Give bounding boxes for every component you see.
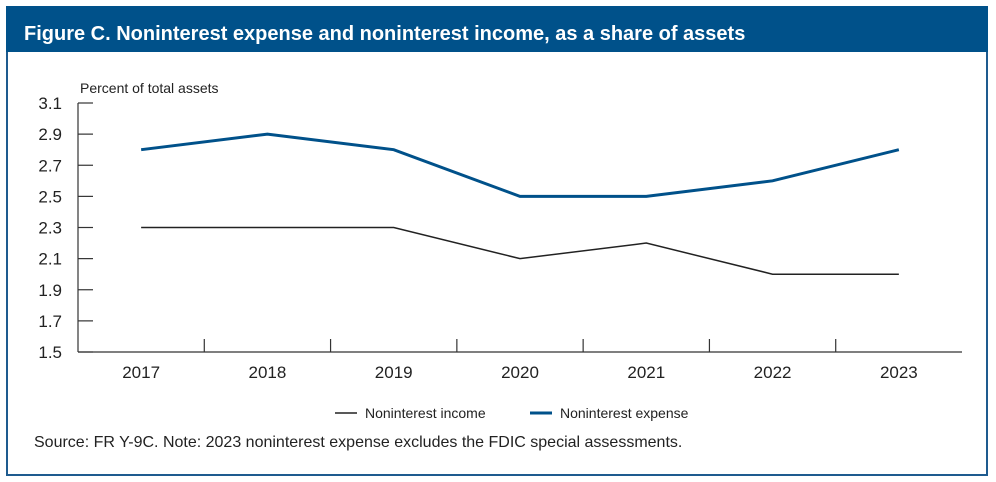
y-tick-label: 2.7 [38,156,62,175]
legend-label: Noninterest income [365,405,486,421]
x-tick-label: 2019 [375,363,413,382]
y-tick-label: 1.9 [38,281,62,300]
x-tick-label: 2022 [754,363,792,382]
x-tick-label: 2020 [501,363,539,382]
series-line-noninterest-expense [140,132,900,198]
title-bar: Figure C. Noninterest expense and nonint… [6,6,988,52]
y-tick-label: 2.1 [38,250,62,269]
x-tick-label: 2018 [249,363,287,382]
figure-frame [6,6,988,476]
y-tick-label: 2.5 [38,187,62,206]
source-note: Source: FR Y-9C. Note: 2023 noninterest … [34,434,683,451]
y-tick-label: 1.5 [38,343,62,362]
x-tick-label: 2021 [627,363,665,382]
y-tick-label: 2.9 [38,125,62,144]
series-line-noninterest-income [141,226,899,275]
legend-label: Noninterest expense [560,405,689,421]
figure-title: Figure C. Noninterest expense and nonint… [24,23,746,45]
y-tick-label: 1.7 [38,312,62,331]
x-tick-label: 2023 [880,363,918,382]
x-tick-label: 2017 [122,363,160,382]
y-tick-label: 2.3 [38,219,62,238]
y-tick-label: 3.1 [38,94,62,113]
y-axis-label: Percent of total assets [80,80,219,96]
